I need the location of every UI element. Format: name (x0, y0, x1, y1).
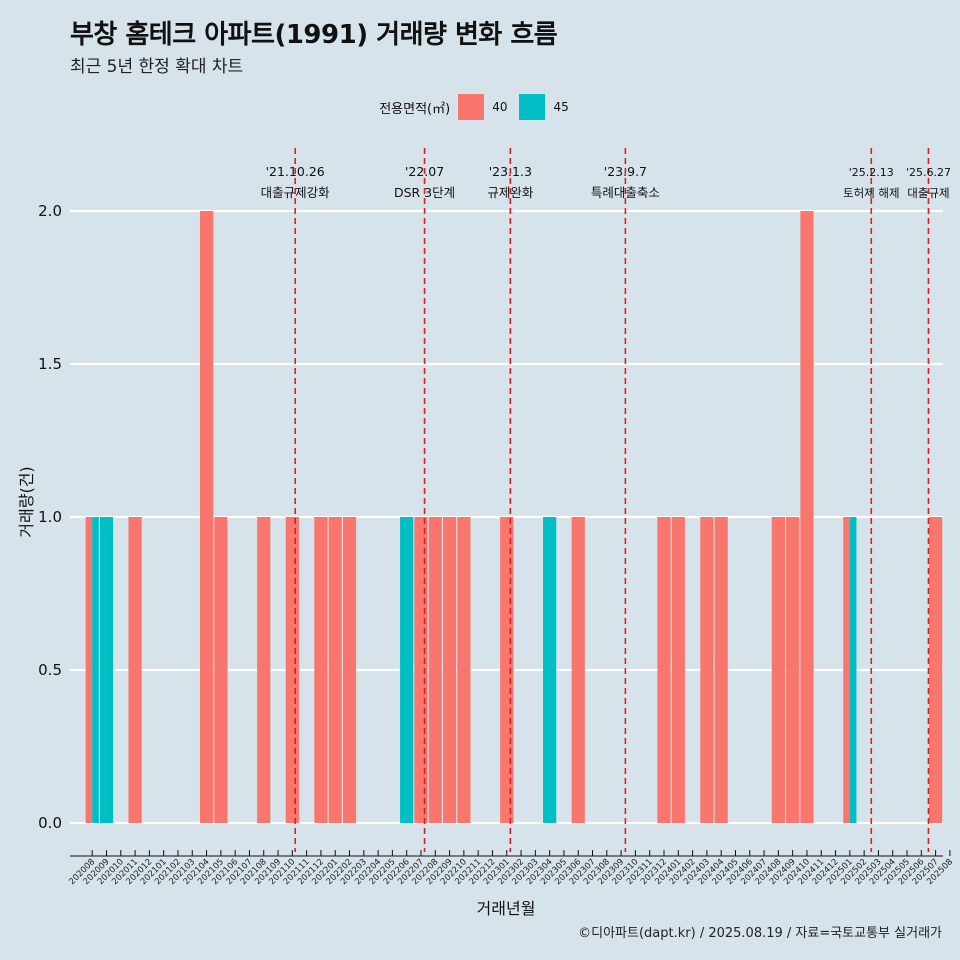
event-label: 대출규제강화 (261, 185, 331, 200)
bar-40-202409 (786, 517, 800, 823)
legend-item-45: 45 (519, 94, 569, 120)
bar-40-202408 (771, 517, 785, 823)
caption: ©디아파트(dapt.kr) / 2025.08.19 / 자료=국토교통부 실… (578, 926, 942, 941)
event-layer: '21.10.26 대출규제강화 '22.07 DSR 3단계 '23.1.3 규제완화 '… (261, 148, 951, 852)
event-date-label: '21.10.26 (266, 164, 325, 179)
chart-subtitle: 최근 5년 한정 확대 차트 (70, 57, 244, 77)
bar-45-202304 (543, 517, 557, 823)
bar-40-202209 (442, 517, 457, 823)
bar-40-202501 (843, 517, 850, 823)
event-label: 규제완화 (487, 185, 534, 200)
bar-40-202410 (800, 211, 814, 823)
bar-40-202104 (199, 211, 214, 823)
bar-40-202108 (257, 517, 271, 823)
legend-label-45: 45 (553, 100, 569, 114)
event-date-label: '23.9.7 (604, 164, 647, 179)
bar-40-202201 (328, 517, 342, 823)
y-tick-label: 1.5 (38, 355, 62, 373)
bar-40-202105 (214, 517, 228, 823)
legend-item-40: 40 (458, 94, 507, 120)
bar-45-202008 (92, 517, 99, 823)
bar-40-202210 (457, 517, 471, 823)
legend-swatch-45 (519, 94, 546, 120)
event-label: 특례대출축소 (591, 185, 660, 200)
legend: 전용면적(㎡) 40 45 (0, 94, 960, 120)
event-date-label: '22.07 (405, 164, 444, 179)
bar-40-202011 (128, 517, 142, 823)
bar-40-202207 (414, 517, 428, 823)
bar-40-202202 (342, 517, 357, 823)
bar-45-202009 (99, 517, 114, 823)
chart-title: 부창 홈테크 아파트(1991) 거래량 변화 흐름 (70, 20, 558, 50)
event-label: DSR 3단계 (394, 185, 455, 200)
legend-label-40: 40 (492, 100, 508, 114)
legend-swatch-40 (458, 94, 485, 120)
bar-40-202301 (500, 517, 514, 823)
x-axis-title: 거래년월 (477, 899, 536, 918)
bar-40-202403 (700, 517, 714, 823)
bar-40-202306 (571, 517, 585, 823)
y-tick-label: 0.5 (38, 661, 62, 679)
y-axis-title: 거래량(건) (17, 466, 36, 537)
bar-40-202112 (314, 517, 328, 823)
y-tick-label: 2.0 (38, 202, 62, 220)
event-date-label: '25.2.13 (849, 166, 894, 179)
bar-40-202208 (428, 517, 442, 823)
event-label: 대출규제 (907, 186, 949, 200)
bar-45-202206 (400, 517, 414, 823)
y-tick-label: 1.0 (38, 508, 62, 526)
event-label: 토허제 해제 (843, 186, 900, 200)
event-date-label: '25.6.27 (906, 166, 951, 179)
bar-40-202404 (714, 517, 728, 823)
axis-layer: 0.00.51.01.52.02020082020092020102020112… (38, 202, 955, 887)
bar-45-202501 (849, 517, 857, 823)
bar-40-202312 (657, 517, 671, 823)
bar-40-202008 (85, 517, 93, 823)
y-tick-label: 0.0 (38, 814, 62, 832)
bar-40-202507 (929, 517, 943, 823)
bar-40-202110 (285, 517, 299, 823)
bar-40-202401 (671, 517, 685, 823)
legend-title: 전용면적(㎡) (379, 101, 451, 117)
event-date-label: '23.1.3 (489, 164, 532, 179)
